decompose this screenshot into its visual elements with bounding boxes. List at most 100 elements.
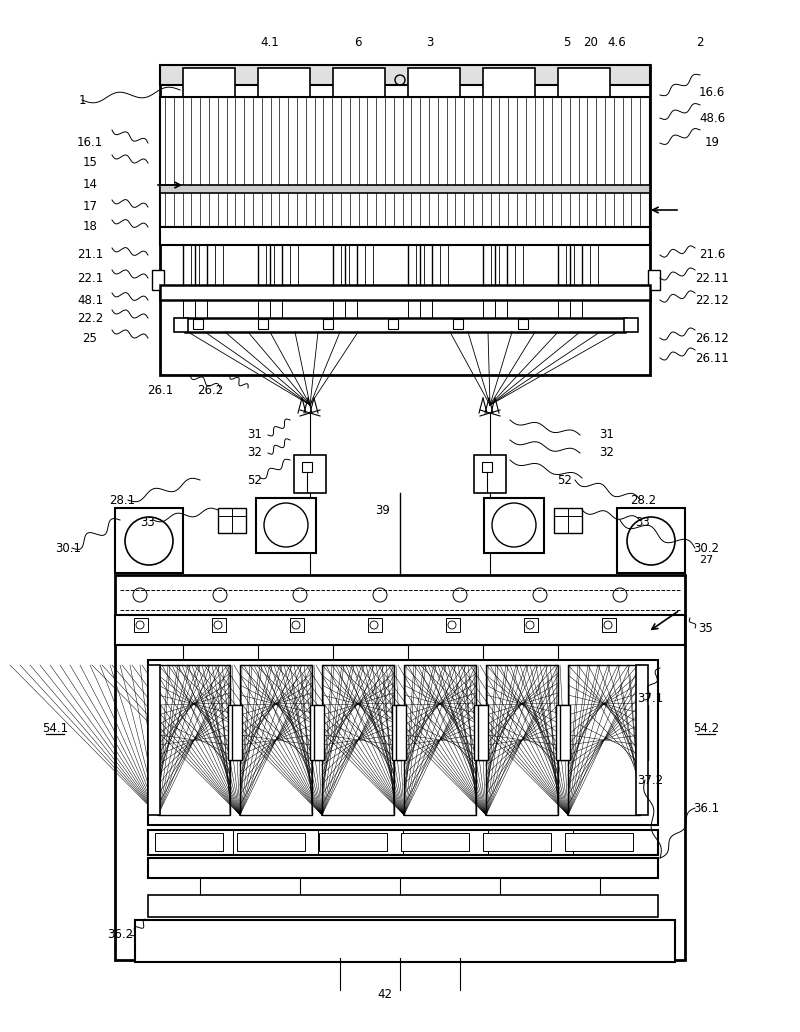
Bar [115, 615, 685, 645]
Bar [160, 285, 650, 300]
Text: 19: 19 [705, 136, 719, 150]
Bar [483, 68, 535, 98]
Bar [648, 270, 660, 290]
Text: 54.1: 54.1 [42, 721, 68, 735]
Bar [228, 705, 238, 760]
Bar [453, 319, 463, 329]
Bar [258, 319, 268, 329]
Bar [134, 618, 148, 632]
Text: 3: 3 [426, 35, 434, 49]
Bar [484, 498, 544, 553]
Bar [294, 455, 326, 493]
Bar [302, 462, 312, 472]
Bar [152, 270, 164, 290]
Bar [155, 833, 223, 851]
Bar [148, 830, 658, 854]
Bar [568, 665, 640, 815]
Bar [237, 833, 305, 851]
Bar [392, 705, 402, 760]
Bar [486, 665, 558, 815]
Text: 30.2: 30.2 [693, 542, 719, 554]
Bar [160, 65, 650, 375]
Text: 32: 32 [599, 447, 614, 459]
Bar [333, 68, 385, 98]
Bar [290, 618, 304, 632]
Bar [560, 705, 570, 760]
Bar [319, 833, 387, 851]
Bar [401, 833, 469, 851]
Bar [148, 665, 160, 815]
Bar [115, 615, 685, 960]
Bar [558, 68, 610, 98]
Bar [404, 665, 476, 815]
Text: 37.2: 37.2 [637, 774, 663, 786]
Bar [323, 319, 333, 329]
Bar [556, 705, 566, 760]
Text: 25: 25 [82, 331, 98, 345]
Text: 22.12: 22.12 [695, 293, 729, 307]
Bar [148, 858, 658, 878]
Text: 21.6: 21.6 [699, 249, 725, 261]
Text: 48.1: 48.1 [77, 293, 103, 307]
Text: 37.1: 37.1 [637, 691, 663, 705]
Text: 52: 52 [247, 474, 262, 486]
Bar [240, 665, 312, 815]
Text: 14: 14 [82, 179, 98, 192]
Bar [218, 508, 246, 533]
Bar [258, 68, 310, 98]
Bar [474, 455, 506, 493]
Text: 33: 33 [636, 516, 650, 528]
Bar [554, 508, 582, 533]
Bar [483, 833, 551, 851]
Bar [518, 319, 528, 329]
Text: 30.1: 30.1 [55, 542, 81, 554]
Text: 18: 18 [82, 221, 98, 233]
Bar [322, 665, 394, 815]
Bar [135, 920, 675, 962]
Bar [314, 705, 324, 760]
Text: 5: 5 [563, 35, 570, 49]
Bar [160, 65, 650, 85]
Text: 52: 52 [558, 474, 573, 486]
Text: 26.2: 26.2 [197, 384, 223, 396]
Bar [115, 508, 183, 573]
Bar [212, 618, 226, 632]
Bar [158, 665, 230, 815]
Text: 31: 31 [247, 428, 262, 442]
Bar [368, 618, 382, 632]
Text: 1: 1 [78, 94, 86, 106]
Text: 26.1: 26.1 [147, 384, 173, 396]
Text: 33: 33 [141, 516, 155, 528]
Text: 16.6: 16.6 [699, 86, 725, 98]
Text: 39: 39 [375, 504, 390, 516]
Bar [148, 660, 658, 825]
Text: 6: 6 [354, 35, 362, 49]
Bar [446, 618, 460, 632]
Bar [150, 705, 160, 760]
Text: 20: 20 [583, 35, 598, 49]
Text: 26.12: 26.12 [695, 331, 729, 345]
Text: 28.2: 28.2 [630, 493, 656, 507]
Text: 4.1: 4.1 [261, 35, 279, 49]
Bar [183, 68, 235, 98]
Text: 16.1: 16.1 [77, 136, 103, 150]
Text: 54.2: 54.2 [693, 721, 719, 735]
Text: 35: 35 [698, 621, 714, 635]
Bar [232, 705, 242, 760]
Bar [636, 665, 648, 815]
Bar [482, 462, 492, 472]
Bar [193, 319, 203, 329]
Bar [396, 705, 406, 760]
Bar [115, 575, 685, 615]
Text: 26.11: 26.11 [695, 352, 729, 364]
Bar [565, 833, 633, 851]
Text: 2: 2 [696, 35, 704, 49]
Bar [160, 185, 650, 193]
Text: 4.6: 4.6 [608, 35, 626, 49]
Text: 22.1: 22.1 [77, 271, 103, 285]
Bar [408, 68, 460, 98]
Bar [388, 319, 398, 329]
Text: 27: 27 [699, 555, 713, 565]
Text: 15: 15 [82, 157, 98, 169]
Text: 22.11: 22.11 [695, 271, 729, 285]
